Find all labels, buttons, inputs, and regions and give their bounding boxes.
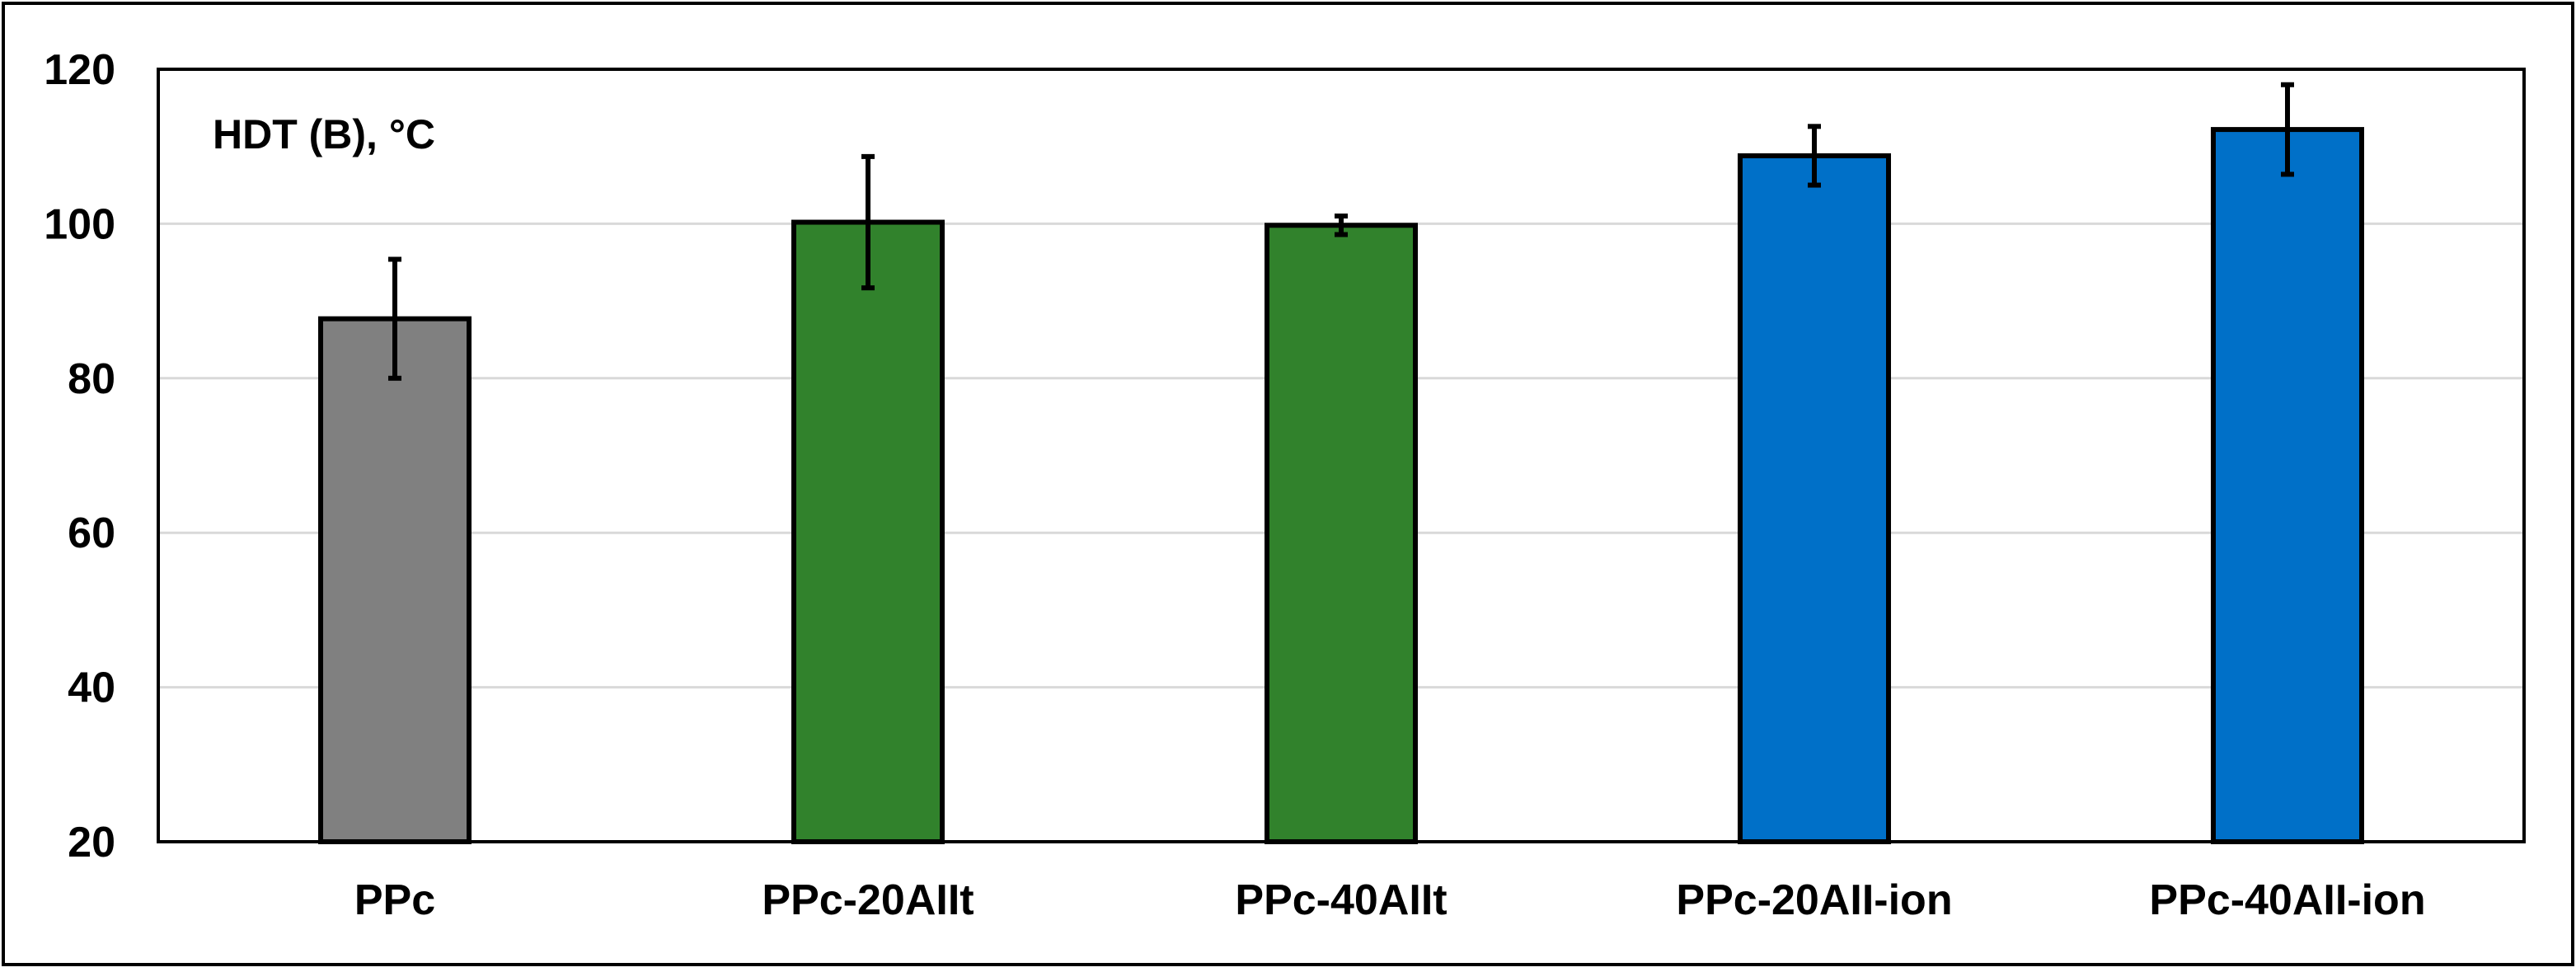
bar xyxy=(2211,127,2364,844)
error-bar xyxy=(861,153,875,291)
x-tick-label: PPc-20AIIt xyxy=(762,876,974,924)
error-bar xyxy=(388,256,401,381)
bar xyxy=(318,316,472,844)
bars xyxy=(318,127,2364,845)
bar xyxy=(791,219,945,844)
x-tick-label: PPc xyxy=(354,876,435,924)
error-bar xyxy=(2281,82,2294,177)
x-tick-labels: PPc PPc-20AIIt PPc-40AIIt PPc-20AII-ion PPc-… xyxy=(354,876,2426,924)
chart-annotation: HDT (B), °C xyxy=(213,111,435,157)
bar xyxy=(1738,153,1891,845)
y-tick-label: 120 xyxy=(44,46,115,94)
error-bar xyxy=(1335,214,1348,237)
y-tick-labels: 20 40 60 80 100 120 xyxy=(44,46,115,866)
x-tick-label: PPc-40AIIt xyxy=(1235,876,1447,924)
y-tick-label: 60 xyxy=(68,509,115,557)
error-bar xyxy=(1808,124,1821,188)
plot-area-frame xyxy=(157,68,2526,843)
y-tick-label: 20 xyxy=(68,819,115,866)
y-tick-label: 80 xyxy=(68,355,115,403)
y-tick-label: 100 xyxy=(44,200,115,248)
error-bars xyxy=(388,82,2294,381)
x-tick-label: PPc-20AII-ion xyxy=(1676,876,1952,924)
bar xyxy=(1265,223,1418,844)
y-tick-label: 40 xyxy=(68,664,115,712)
x-tick-label: PPc-40AII-ion xyxy=(2149,876,2425,924)
